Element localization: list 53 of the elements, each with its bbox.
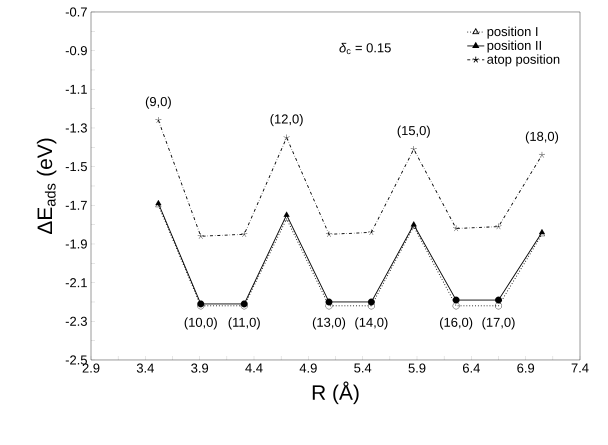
annotation: (9,0)	[146, 96, 171, 109]
annotation: (11,0)	[228, 317, 260, 330]
annotation: (16,0)	[440, 317, 472, 330]
x-tick-label: 2.9	[82, 364, 100, 373]
y-tick-label: -1.3	[66, 123, 87, 133]
point	[240, 230, 248, 238]
point	[283, 134, 290, 140]
x-tick-label: 3.9	[191, 364, 208, 373]
annotation: δ$_{c}$ = 0.15	[339, 42, 391, 54]
annotation: (18,0)	[526, 131, 558, 144]
legend-label: position I	[488, 26, 538, 39]
x-tick-label: 6.9	[517, 364, 534, 373]
point	[155, 116, 162, 124]
y-tick-label: -0.7	[66, 7, 87, 17]
point	[198, 232, 204, 240]
x-tick-label: 4.9	[300, 364, 317, 373]
point	[495, 296, 502, 304]
y-tick-label: -1.5	[66, 162, 87, 172]
point	[452, 302, 460, 310]
point	[410, 146, 417, 152]
annotation: (10,0)	[184, 317, 217, 330]
legend-label: position II	[488, 40, 541, 53]
y-tick-label: -1.1	[66, 84, 87, 94]
legend-label: atop position	[487, 54, 560, 66]
point	[326, 230, 332, 238]
x-tick-label: 4.4	[245, 364, 263, 372]
x-tick-label: 7.4	[572, 364, 589, 372]
y-tick-label: -2.3	[66, 316, 87, 326]
point	[495, 302, 502, 310]
point	[325, 298, 332, 306]
y-tick-label: -2.5	[66, 355, 87, 365]
annotation: (17,0)	[482, 317, 515, 330]
x-tick-label: 5.9	[408, 364, 426, 373]
annotation: (12,0)	[270, 114, 303, 126]
y-tick-label: -1.9	[66, 239, 87, 249]
y-tick-label: -1.7	[66, 200, 87, 210]
x-axis-title: R (Å)	[312, 382, 359, 404]
annotation: (14,0)	[355, 317, 388, 330]
x-tick-label: 6.4	[462, 364, 480, 373]
x-tick-label: 5.4	[354, 364, 372, 373]
point	[368, 228, 375, 236]
point	[284, 211, 290, 217]
annotation: (15,0)	[398, 126, 430, 138]
y-tick-label: -2.1	[66, 278, 87, 288]
x-tick-label: 3.4	[136, 364, 154, 373]
annotation: (13,0)	[312, 317, 346, 330]
point	[538, 152, 546, 158]
y-axis-title: ΔE$_{ads}$ (eV)	[36, 138, 56, 234]
point	[368, 298, 375, 306]
y-tick-label: -0.9	[66, 46, 87, 56]
point	[495, 223, 502, 230]
point	[452, 296, 460, 304]
point	[452, 225, 460, 232]
